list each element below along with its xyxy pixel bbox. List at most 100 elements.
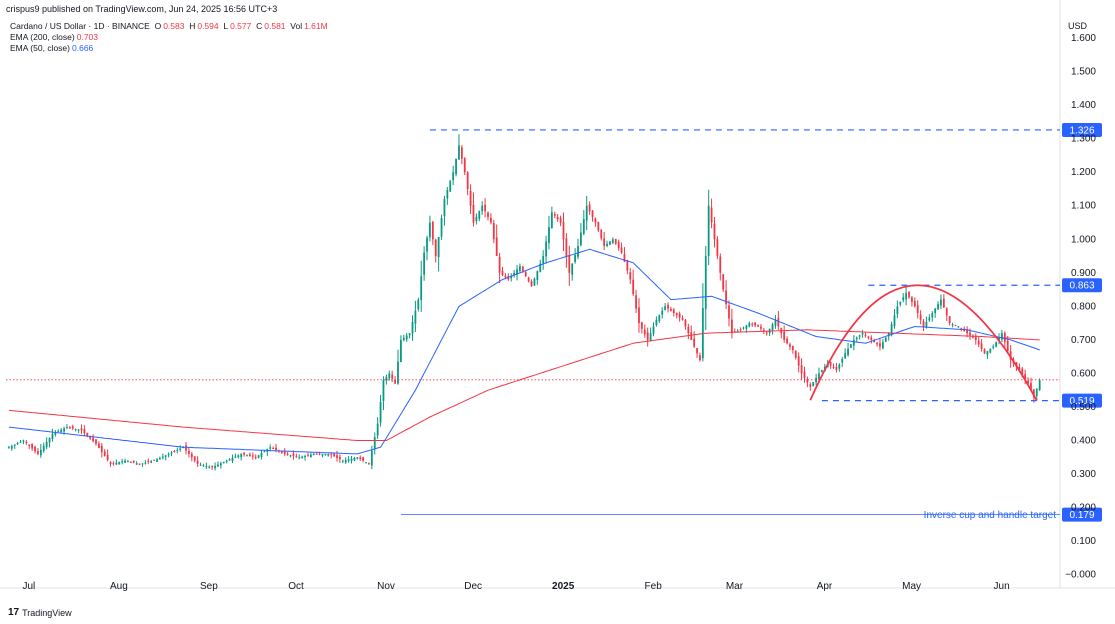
candle-body — [469, 190, 472, 206]
candle-body — [739, 329, 742, 331]
candle-body — [722, 274, 725, 290]
candle-body — [855, 337, 858, 340]
candle-body — [609, 241, 611, 245]
candle-body — [156, 459, 158, 462]
candle-body — [254, 457, 257, 459]
candle-body — [867, 336, 870, 338]
candle-body — [487, 212, 489, 217]
y-tick-label: 1.400 — [1071, 100, 1096, 111]
open-value: 0.583 — [163, 21, 185, 31]
candle-body — [112, 463, 115, 465]
candle-body — [138, 463, 141, 465]
candle-body — [600, 229, 603, 239]
candle-body — [818, 373, 820, 380]
candle-body — [719, 256, 722, 273]
candle-body — [83, 428, 86, 434]
candle-body — [100, 445, 103, 452]
legend-ema50: EMA (50, close) 0.666 — [10, 43, 94, 53]
candle-body — [495, 237, 498, 257]
candle-body — [34, 446, 36, 452]
candle-body — [16, 443, 19, 445]
candle-body — [260, 453, 263, 457]
candle-body — [623, 254, 626, 262]
candle-body — [742, 327, 745, 329]
y-tick-label: 0.200 — [1071, 503, 1096, 514]
candle-body — [553, 213, 556, 216]
candle-body — [1021, 368, 1024, 375]
candle-body — [121, 461, 124, 463]
candle-body — [408, 333, 411, 336]
candle-body — [362, 457, 365, 461]
candle-body — [980, 343, 983, 349]
candle-body — [66, 427, 68, 429]
candle-body — [173, 451, 176, 453]
candle-body — [359, 457, 362, 459]
candle-body — [28, 444, 31, 446]
candle-body — [664, 306, 667, 310]
candle-body — [376, 423, 379, 436]
candle-body — [716, 239, 719, 257]
candle-body — [745, 325, 748, 329]
candle-body — [484, 204, 486, 212]
candle-body — [606, 243, 608, 246]
candle-body — [696, 348, 698, 354]
candle-body — [614, 238, 617, 244]
candle-body — [974, 335, 977, 340]
candle-body — [635, 295, 637, 309]
level-badge-label: 1.326 — [1069, 125, 1094, 136]
candle-body — [858, 335, 861, 337]
x-tick-label: May — [902, 581, 921, 592]
candle-body — [754, 322, 757, 326]
candle-body — [516, 269, 518, 275]
candle-body — [370, 450, 373, 466]
candle-body — [124, 460, 126, 463]
candle-body — [934, 308, 937, 314]
candle-body — [127, 461, 129, 463]
candle-body — [405, 335, 408, 340]
candle-body — [272, 448, 275, 450]
candle-body — [905, 292, 908, 300]
candle-body — [611, 239, 614, 243]
candle-body — [92, 437, 95, 442]
level-badge-label: 0.519 — [1069, 396, 1094, 407]
candle-body — [1001, 333, 1003, 340]
candle-body — [153, 459, 155, 461]
candle-body — [829, 361, 832, 366]
candle-body — [37, 451, 39, 454]
y-tick-label: 1.300 — [1071, 134, 1096, 145]
candle-body — [219, 463, 222, 466]
candle-body — [118, 461, 121, 465]
candle-body — [423, 252, 426, 275]
candle-body — [931, 313, 934, 318]
candle-body — [1030, 382, 1032, 391]
candle-body — [797, 356, 800, 366]
candle-body — [315, 453, 318, 455]
candle-body — [850, 344, 852, 348]
candle-body — [1024, 373, 1027, 380]
candle-body — [71, 426, 74, 429]
candle-body — [263, 451, 266, 453]
y-tick-label: 1.200 — [1071, 167, 1096, 178]
candle-body — [225, 460, 228, 463]
candle-body — [899, 301, 902, 305]
level-badge-label: 0.179 — [1069, 510, 1094, 521]
candle-body — [205, 465, 208, 468]
brand-name: TradingView — [22, 607, 72, 618]
candle-body — [417, 299, 420, 310]
candle-body — [217, 464, 219, 467]
level-badge — [1062, 507, 1102, 522]
candle-body — [942, 298, 945, 308]
candle-body — [397, 361, 399, 384]
candle-body — [1038, 380, 1041, 391]
high-value: 0.594 — [197, 21, 219, 31]
candle-body — [524, 272, 527, 277]
candle-body — [765, 332, 768, 334]
candle-body — [350, 458, 353, 461]
legend-symbol-row: Cardano / US Dollar · 1D · BINANCE O 0.58… — [10, 21, 328, 31]
candle-body — [945, 308, 948, 316]
candle-body — [475, 216, 478, 221]
tradingview-brand[interactable]: 17 TradingView — [8, 607, 72, 618]
candle-body — [307, 454, 309, 456]
candle-body — [353, 457, 356, 461]
